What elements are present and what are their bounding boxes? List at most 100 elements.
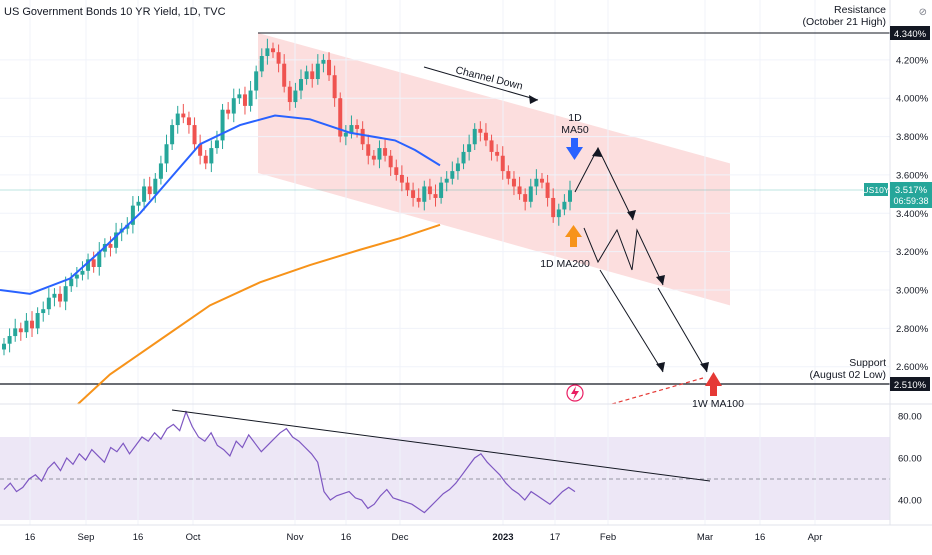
candle bbox=[35, 307, 40, 335]
candle bbox=[30, 311, 35, 338]
candle bbox=[142, 178, 147, 211]
time-tick: Oct bbox=[186, 532, 201, 543]
channel-down-zone bbox=[258, 33, 730, 306]
candle bbox=[439, 176, 444, 204]
candle bbox=[13, 318, 18, 342]
ma50-label-2: MA50 bbox=[561, 124, 589, 136]
candle bbox=[467, 134, 472, 161]
candle bbox=[427, 178, 432, 200]
candle bbox=[270, 42, 275, 58]
price-tick: 2.600% bbox=[896, 362, 929, 373]
candle bbox=[551, 188, 556, 223]
candle bbox=[248, 80, 253, 112]
candle bbox=[461, 144, 466, 170]
candle bbox=[315, 54, 320, 85]
candle bbox=[483, 123, 488, 147]
candle bbox=[91, 251, 96, 273]
candle bbox=[568, 180, 572, 211]
candle bbox=[192, 117, 197, 150]
candle bbox=[528, 178, 533, 208]
rsi-line bbox=[3, 410, 576, 514]
rsi-tick: 60.00 bbox=[898, 454, 922, 465]
candle bbox=[74, 267, 79, 288]
candle bbox=[293, 82, 298, 108]
settings-icon[interactable]: ⊘ bbox=[919, 7, 927, 18]
arrowhead-4 bbox=[700, 362, 709, 372]
price-tick: 3.600% bbox=[896, 170, 929, 181]
candle bbox=[265, 38, 270, 65]
projection-drop-2 bbox=[657, 287, 708, 373]
candle bbox=[422, 180, 427, 211]
candle bbox=[153, 173, 158, 203]
candle bbox=[130, 196, 135, 234]
candle bbox=[231, 88, 236, 123]
candle bbox=[377, 140, 382, 169]
time-tick: Mar bbox=[697, 532, 713, 543]
candle bbox=[254, 65, 259, 100]
candle bbox=[63, 276, 68, 311]
candle bbox=[399, 165, 404, 192]
candle bbox=[562, 194, 567, 216]
time-tick: Nov bbox=[287, 532, 304, 543]
candle bbox=[198, 134, 203, 165]
time-tick: 16 bbox=[755, 532, 766, 543]
candle bbox=[226, 102, 231, 120]
rsi-trendline bbox=[171, 409, 711, 482]
candle bbox=[214, 130, 219, 154]
price-tick: 4.000% bbox=[896, 94, 929, 105]
ma200-label: 1D MA200 bbox=[540, 258, 590, 270]
resistance-tag-text: 4.340% bbox=[894, 29, 927, 40]
rsi-tick: 80.00 bbox=[898, 412, 922, 423]
chart-title: US Government Bonds 10 YR Yield, 1D, TVC bbox=[4, 6, 226, 18]
last-price-text: 3.517% bbox=[895, 185, 928, 196]
candle bbox=[97, 242, 102, 276]
candle bbox=[506, 165, 511, 185]
candle bbox=[114, 222, 119, 254]
candle bbox=[444, 171, 449, 192]
projection-drop-1 bbox=[599, 269, 664, 373]
candle bbox=[383, 138, 388, 162]
ma100w-label: 1W MA100 bbox=[692, 398, 744, 410]
candle bbox=[209, 140, 214, 173]
resistance-label-2: (October 21 High) bbox=[803, 16, 886, 28]
ma50-label-1: 1D bbox=[568, 112, 582, 124]
candle bbox=[181, 103, 186, 124]
candles bbox=[2, 38, 572, 356]
arrowhead-1 bbox=[627, 210, 636, 220]
candle bbox=[46, 288, 51, 315]
candle bbox=[304, 65, 309, 85]
candle bbox=[170, 119, 175, 150]
candle bbox=[259, 48, 264, 78]
price-tick: 4.200% bbox=[896, 55, 929, 66]
time-tick: 16 bbox=[133, 532, 144, 543]
price-axis: 4.200% 4.000% 3.800% 3.600% 3.400% 3.200% 3.00… bbox=[896, 55, 929, 373]
candle bbox=[371, 150, 376, 166]
candle bbox=[517, 176, 522, 200]
candle bbox=[478, 121, 483, 142]
candle bbox=[489, 134, 494, 161]
candle bbox=[164, 134, 169, 173]
rsi-tick: 40.00 bbox=[898, 496, 922, 507]
candle bbox=[321, 54, 326, 73]
candle bbox=[343, 125, 348, 146]
time-tick: 16 bbox=[25, 532, 36, 543]
candle bbox=[41, 301, 46, 322]
support-tag-text: 2.510% bbox=[894, 380, 927, 391]
candle bbox=[18, 322, 23, 341]
grid bbox=[0, 0, 890, 525]
candle bbox=[455, 157, 460, 180]
channel-arrow bbox=[423, 66, 539, 101]
event-icon[interactable] bbox=[566, 384, 584, 402]
candle bbox=[237, 88, 242, 104]
candle bbox=[220, 103, 225, 150]
ma50-line bbox=[0, 114, 441, 295]
candle bbox=[203, 150, 208, 170]
candle bbox=[495, 144, 500, 162]
candle bbox=[86, 253, 91, 280]
price-tick: 2.800% bbox=[896, 324, 929, 335]
candle bbox=[523, 188, 528, 211]
countdown-text: 06:59:38 bbox=[893, 196, 928, 206]
candle bbox=[327, 52, 332, 81]
candle bbox=[58, 286, 63, 308]
